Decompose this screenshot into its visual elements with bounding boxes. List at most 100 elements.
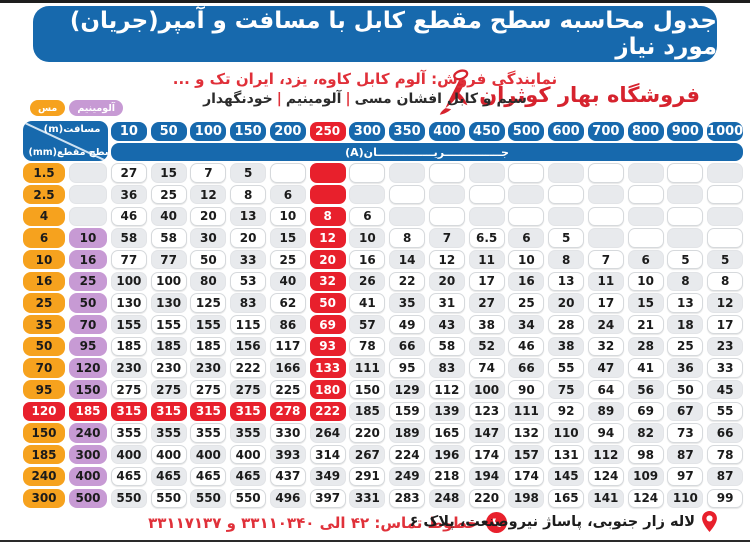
aluminum-size-cell: 70 <box>68 315 108 335</box>
amperage-cell: 291 <box>349 466 386 487</box>
aluminum-size-cell: 50 <box>68 293 108 313</box>
amperage-cell: 166 <box>269 358 306 378</box>
aluminum-size-cell: 150 <box>68 380 108 400</box>
amperage-cell: 97 <box>667 466 704 487</box>
amperage-cell: 53 <box>230 271 267 291</box>
copper-size-cell: 10 <box>22 249 66 270</box>
amperage-cell <box>428 163 465 183</box>
distance-header-cell: 500 <box>508 121 545 141</box>
amperage-cell <box>548 163 585 183</box>
amperage-cell: 13 <box>548 271 585 291</box>
amperage-cell: 14 <box>389 249 426 270</box>
copper-size-cell: 240 <box>22 466 66 487</box>
amperage-cell: 46 <box>508 336 545 356</box>
amperage-cell: 5 <box>667 249 704 270</box>
amperage-cell: 46 <box>110 206 147 226</box>
amperage-cell: 17 <box>587 293 624 313</box>
copper-size-cell: 6 <box>22 228 66 248</box>
amperage-cell: 264 <box>309 423 346 443</box>
amperage-cell: 16 <box>508 271 545 291</box>
amperage-cell: 194 <box>468 466 505 487</box>
copper-size-cell: 25 <box>22 293 66 313</box>
amperage-cell: 83 <box>428 358 465 378</box>
aluminum-size-cell <box>68 163 108 183</box>
amperage-cell: 20 <box>309 249 346 270</box>
amperage-cell: 8 <box>707 271 744 291</box>
amperage-cell <box>667 206 704 226</box>
amperage-cell: 6.5 <box>468 228 505 248</box>
amperage-cell: 24 <box>587 315 624 335</box>
amperage-cell: 155 <box>150 315 187 335</box>
amperage-cell: 123 <box>468 401 505 422</box>
amperage-cell: 77 <box>150 249 187 270</box>
amperage-cell: 550 <box>110 488 147 508</box>
material-legend: مس آلومینیم <box>30 100 124 116</box>
amperage-cell: 185 <box>110 336 147 356</box>
amperage-cell: 11 <box>587 271 624 291</box>
amperage-cell: 5 <box>707 249 744 270</box>
amperage-cell: 397 <box>309 488 346 508</box>
amperage-cell: 13 <box>230 206 267 226</box>
amperage-cell <box>627 184 664 205</box>
aluminum-size-cell: 25 <box>68 271 108 291</box>
amperage-cell <box>468 206 505 226</box>
amperage-cell: 222 <box>230 358 267 378</box>
amperage-cell: 130 <box>150 293 187 313</box>
amperage-cell: 7 <box>587 249 624 270</box>
amperage-cell: 77 <box>110 249 147 270</box>
amperage-cell: 55 <box>707 401 744 422</box>
amperage-cell <box>309 184 346 205</box>
amperage-cell: 8 <box>548 249 585 270</box>
amperage-cell: 111 <box>349 358 386 378</box>
copper-size-cell: 120 <box>22 401 66 422</box>
amperage-cell <box>428 184 465 205</box>
amperage-cell: 283 <box>389 488 426 508</box>
amperage-cell <box>508 206 545 226</box>
amperage-cell: 26 <box>349 271 386 291</box>
amperage-cell: 80 <box>190 271 227 291</box>
page-title: جدول محاسبه سطح مقطع کابل با مسافت و آمپ… <box>69 8 717 60</box>
amperage-cell: 12 <box>190 184 227 205</box>
amperage-cell: 67 <box>667 401 704 422</box>
amperage-cell: 230 <box>110 358 147 378</box>
amperage-cell: 278 <box>269 401 306 422</box>
agency-block: نمایندگی فروش: آلوم کابل کاوه، یزد، ایرا… <box>128 70 602 107</box>
amperage-cell: 111 <box>508 401 545 422</box>
amperage-cell <box>587 184 624 205</box>
amperage-cell: 550 <box>190 488 227 508</box>
amperage-cell: 465 <box>190 466 227 487</box>
amperage-cell: 115 <box>230 315 267 335</box>
amperage-cell <box>389 206 426 226</box>
amperage-cell: 110 <box>548 423 585 443</box>
amperage-cell: 100 <box>150 271 187 291</box>
amperage-cell: 78 <box>349 336 386 356</box>
amperage-cell: 50 <box>190 249 227 270</box>
amperage-cell: 16 <box>349 249 386 270</box>
amperage-cell: 90 <box>508 380 545 400</box>
amperage-cell <box>428 206 465 226</box>
agency-line2-segment: آلومینیم <box>285 91 342 107</box>
amperage-cell: 189 <box>389 423 426 443</box>
copper-size-cell: 300 <box>22 488 66 508</box>
amperage-cell <box>587 228 624 248</box>
amperage-cell: 32 <box>587 336 624 356</box>
aluminum-size-cell <box>68 206 108 226</box>
cable-table: مسافت(m) سطح مقطع(mm) 105010015020025030… <box>21 120 745 509</box>
amperage-cell: 95 <box>389 358 426 378</box>
amperage-cell: 7 <box>428 228 465 248</box>
amperage-cell: 27 <box>110 163 147 183</box>
contact-address-text: لاله زار جنوبی، پاساژ نیروصنعت، پلاک ۶ <box>409 513 695 530</box>
amperage-cell: 58 <box>150 228 187 248</box>
amperage-cell: 218 <box>428 466 465 487</box>
amperage-cell: 165 <box>428 423 465 443</box>
copper-badge: مس <box>30 100 66 116</box>
amperage-cell <box>627 228 664 248</box>
aluminum-size-cell: 16 <box>68 249 108 270</box>
amperage-cell: 315 <box>110 401 147 422</box>
amperage-cell: 496 <box>269 488 306 508</box>
amperage-cell: 174 <box>468 445 505 465</box>
copper-size-cell: 1.5 <box>22 163 66 183</box>
amperage-cell: 275 <box>230 380 267 400</box>
amperage-cell: 93 <box>309 336 346 356</box>
